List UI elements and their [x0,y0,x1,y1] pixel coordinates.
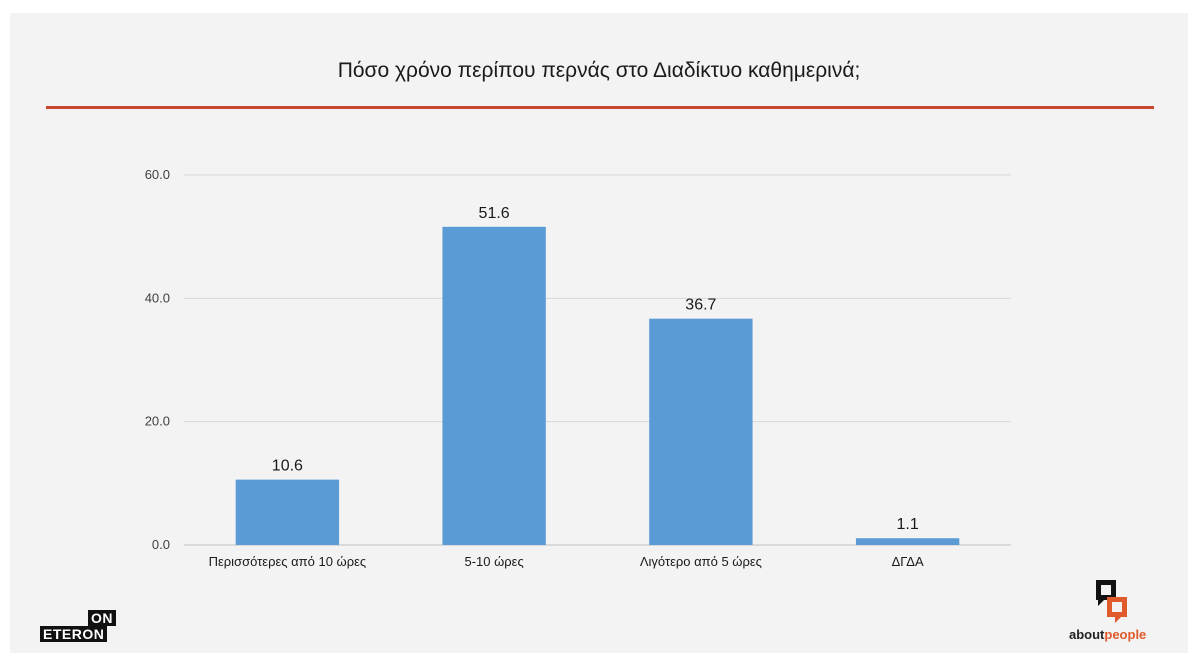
y-tick-label: 60.0 [145,167,170,182]
aboutpeople-wordmark: aboutpeople [1069,627,1146,642]
bar-chart: 10.6 51.6 36.7 1.1 0.0 20.0 40.0 60.0 Περισσότε… [145,167,1011,569]
x-category-label: 5-10 ώρες [465,554,524,569]
speech-bubbles-icon [1096,580,1127,623]
bar [235,479,340,545]
y-tick-label: 20.0 [145,414,170,429]
x-category-label: Περισσότερες από 10 ώρες [209,554,367,569]
data-label: 1.1 [897,516,919,533]
data-label: 51.6 [479,205,510,222]
wordmark-people: people [1104,627,1147,642]
bar [855,538,960,545]
wordmark-about: about [1069,627,1105,642]
data-label: 36.7 [685,297,716,314]
oneteron-logo: ON ETERON [40,610,116,644]
y-tick-label: 40.0 [145,290,170,305]
oneteron-logo-on: ON [88,610,116,626]
y-tick-label: 0.0 [152,537,170,552]
bar [442,226,546,546]
title-divider [46,106,1154,109]
data-label: 10.6 [272,458,303,475]
oneteron-logo-eteron: ETERON [40,626,108,642]
chart-title: Πόσο χρόνο περίπου περνάς στο Διαδίκτυο … [337,59,861,82]
bar [649,318,753,545]
aboutpeople-logo: aboutpeople [1065,579,1165,645]
axis-labels: 0.0 20.0 40.0 60.0 Περισσότερες από 10 ώρες 5… [145,167,924,569]
data-labels: 10.6 51.6 36.7 1.1 [272,205,919,533]
slide: Πόσο χρόνο περίπου περνάς στο Διαδίκτυο … [10,13,1188,653]
x-category-label: Λιγότερο από 5 ώρες [640,554,762,569]
bars [235,226,960,546]
x-category-label: ΔΓΔΑ [892,554,924,569]
